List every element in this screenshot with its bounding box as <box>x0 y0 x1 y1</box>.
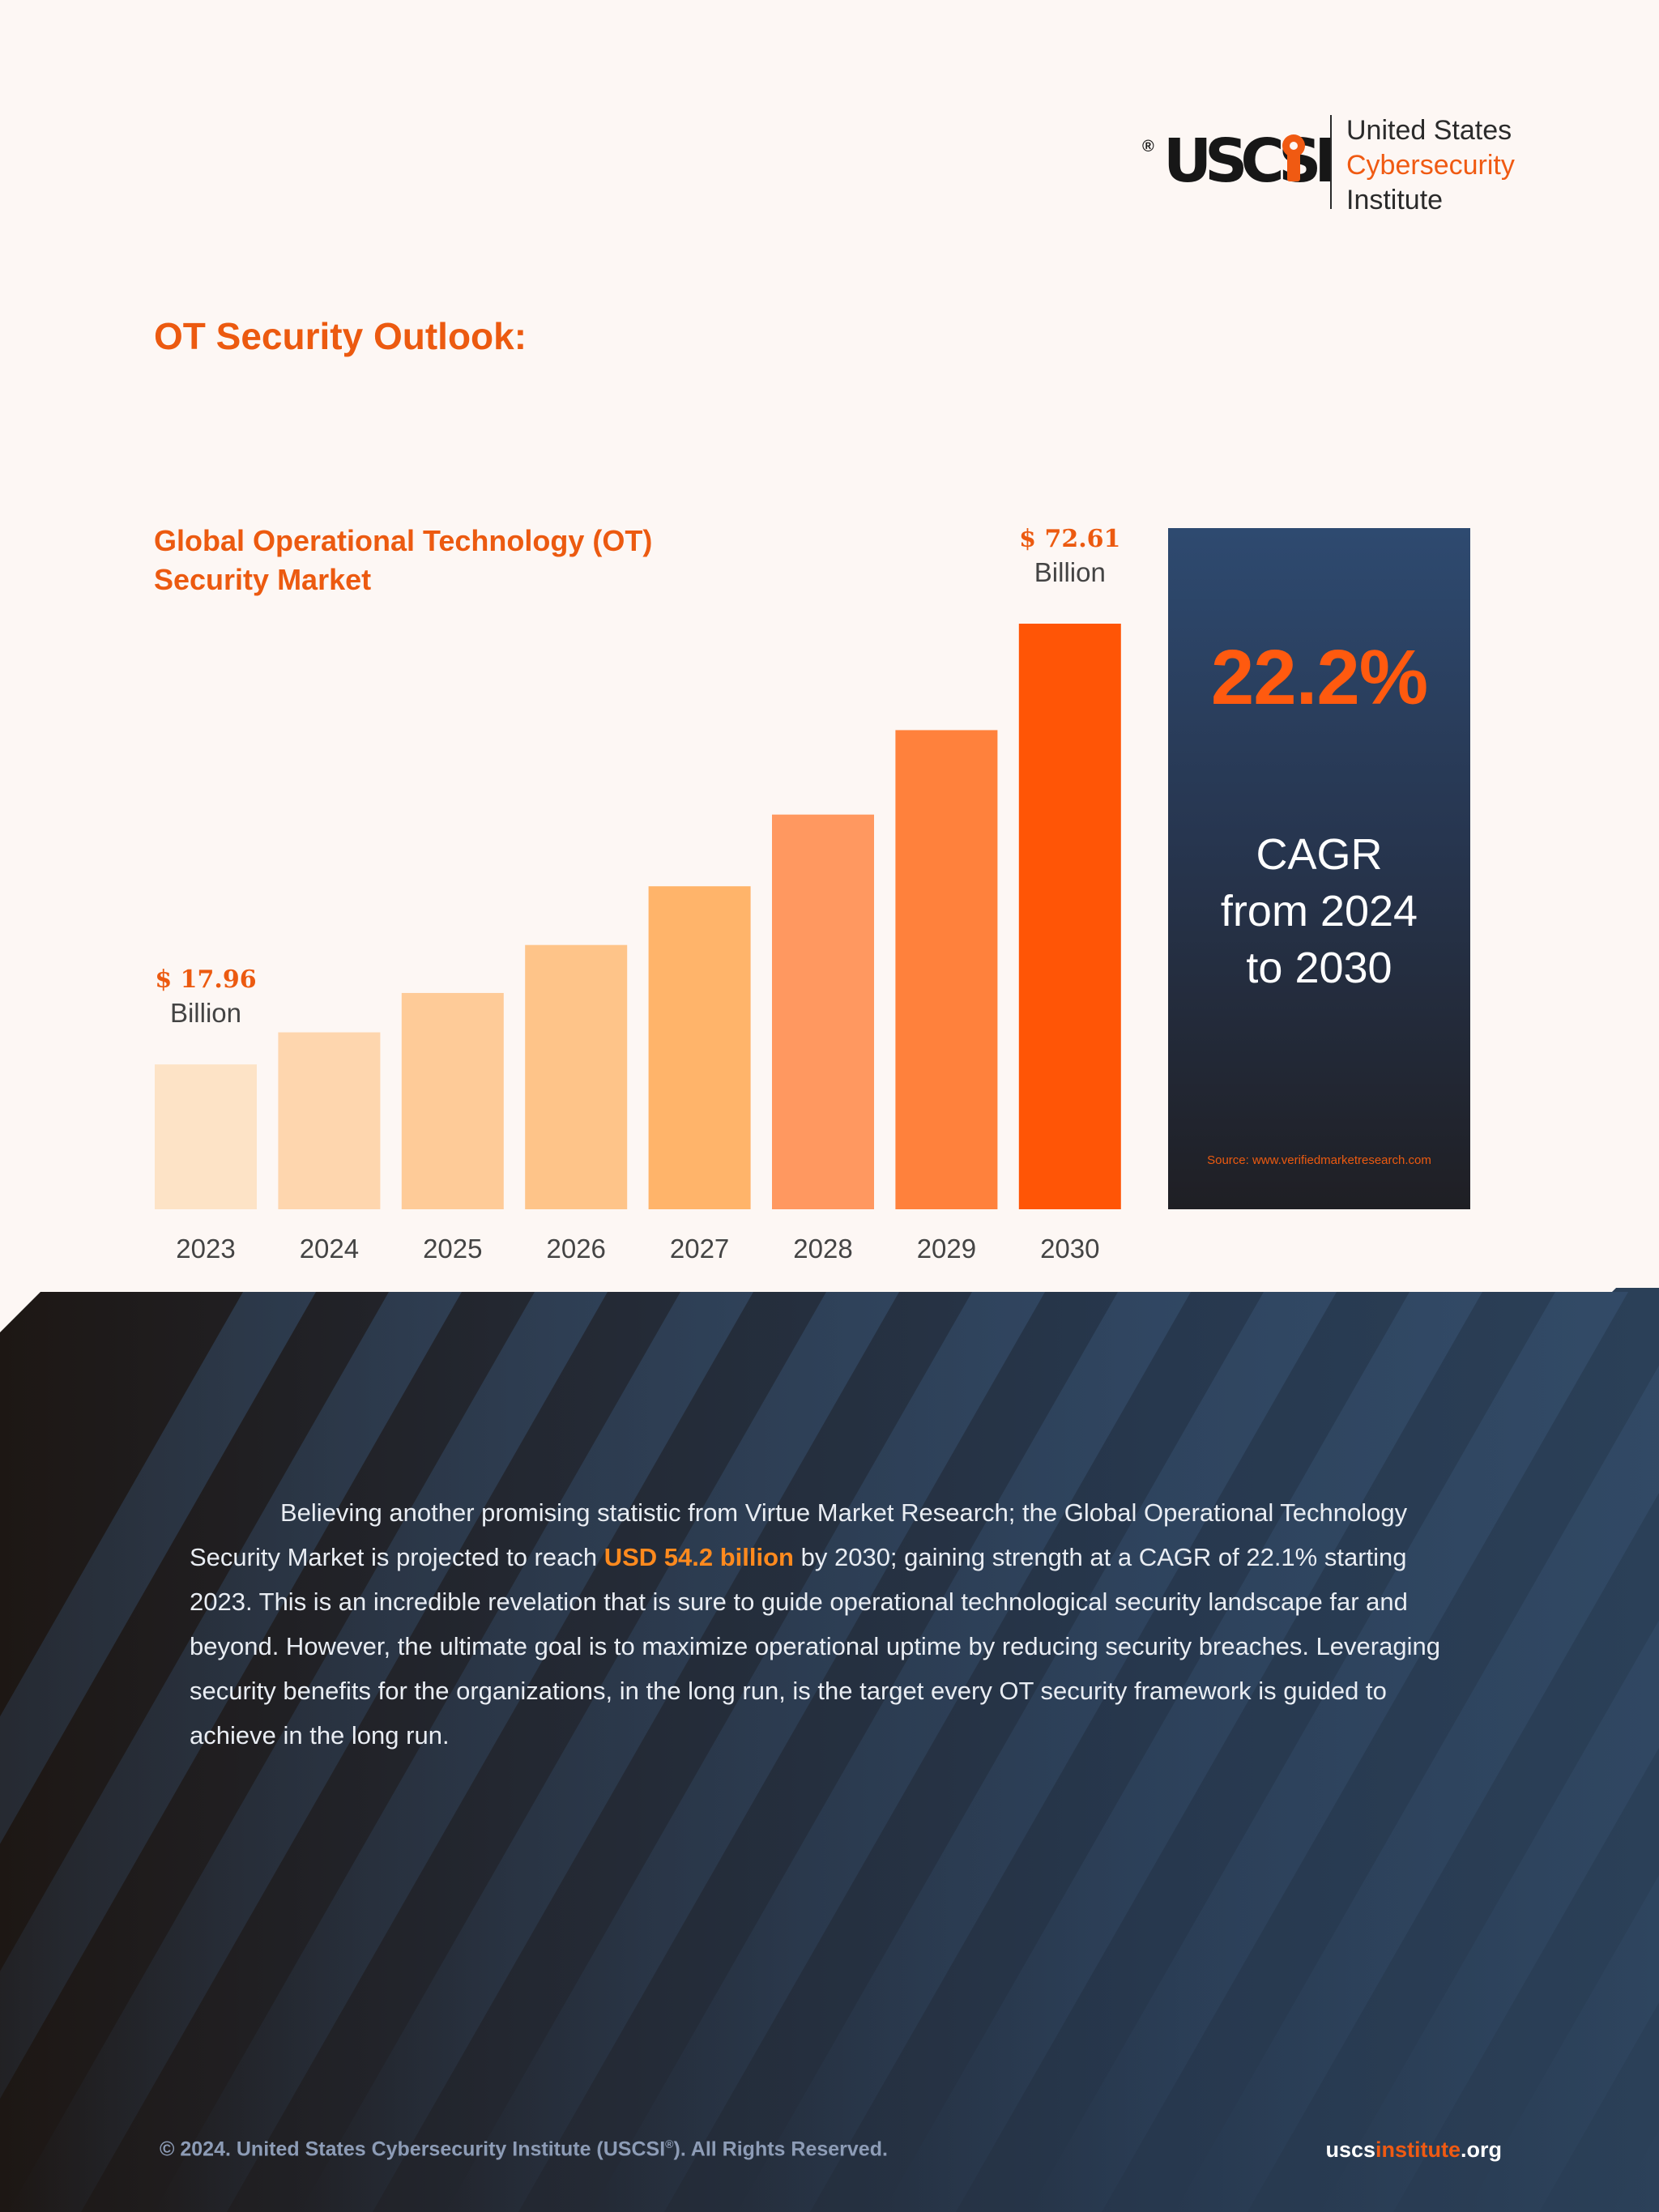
cagr-source: Source: www.verifiedmarketresearch.com <box>1207 1153 1431 1167</box>
paragraph-part1: Believing another promising statistic fr… <box>190 1498 1408 1571</box>
url-part3: .org <box>1461 2137 1502 2162</box>
dark-band <box>0 1292 1659 2212</box>
copyright-reg: ® <box>665 2137 674 2150</box>
x-tick-label-2025: 2025 <box>423 1234 482 1264</box>
chart-title-line1: Global Operational Technology (OT) <box>154 524 653 557</box>
bar-2023 <box>155 1064 257 1209</box>
footer-copyright: © 2024. United States Cybersecurity Inst… <box>160 2137 888 2161</box>
bar-2024 <box>278 1032 381 1209</box>
chart-title: Global Operational Technology (OT) Secur… <box>154 522 770 599</box>
copyright-post: ). All Rights Reserved. <box>673 2137 888 2161</box>
bar-2030 <box>1018 624 1121 1209</box>
copyright-pre: © 2024. United States Cybersecurity Inst… <box>160 2137 666 2161</box>
value-label-2023: $ 17.96 <box>155 965 256 994</box>
keyhole-icon <box>1282 134 1305 181</box>
bar-chart: 2023 $ 17.96 Billion 2024 2025 2026 2027 2028 20… <box>155 525 1121 1264</box>
stripe-pattern <box>0 1292 1659 2212</box>
logo-name-line1: United States <box>1346 115 1512 146</box>
unit-label-2030: Billion <box>1034 557 1106 587</box>
url-part1: uscs <box>1325 2137 1375 2162</box>
band-corner <box>1612 1288 1659 1292</box>
x-tick-label-2027: 2027 <box>670 1234 729 1264</box>
x-tick-label-2026: 2026 <box>546 1234 605 1264</box>
section-title: OT Security Outlook: <box>154 315 527 357</box>
logo-divider <box>1330 115 1332 209</box>
paragraph-part2: by 2030; gaining strength at a CAGR of 2… <box>190 1543 1440 1750</box>
bar-2026 <box>525 944 628 1209</box>
bar-2029 <box>895 730 998 1209</box>
bar-2028 <box>772 814 874 1209</box>
logo-name-line3: Institute <box>1346 185 1444 215</box>
uscsi-logo: ® USCSI United States Cybersecurity Inst… <box>1142 113 1515 215</box>
logo-name: United States Cybersecurity Institute <box>1346 113 1515 218</box>
footer-website-link[interactable]: uscsinstitute.org <box>1325 2137 1502 2163</box>
chart-title-line2: Security Market <box>154 563 372 596</box>
paragraph-highlight: USD 54.2 billion <box>603 1543 794 1571</box>
bar-2025 <box>401 992 504 1209</box>
cagr-panel: 22.2% CAGR from 2024 to 2030 Source: www… <box>1168 528 1470 1209</box>
unit-label-2023: Billion <box>170 998 241 1028</box>
x-tick-label-2024: 2024 <box>300 1234 359 1264</box>
registered-mark: ® <box>1142 138 1154 156</box>
cagr-description: CAGR from 2024 to 2030 <box>1220 830 1418 992</box>
x-tick-label-2029: 2029 <box>917 1234 976 1264</box>
value-label-2030: $ 72.61 <box>1019 525 1120 553</box>
logo-name-line2: Cybersecurity <box>1346 150 1515 181</box>
x-tick-label-2028: 2028 <box>793 1234 852 1264</box>
url-part2: institute <box>1375 2137 1461 2162</box>
bar-2027 <box>648 886 751 1209</box>
logo-wordmark: USCSI <box>1163 126 1337 196</box>
cagr-value: 22.2% <box>1210 634 1428 721</box>
body-paragraph: Believing another promising statistic fr… <box>190 1490 1469 1758</box>
x-tick-label-2023: 2023 <box>176 1234 235 1264</box>
x-tick-label-2030: 2030 <box>1040 1234 1099 1264</box>
